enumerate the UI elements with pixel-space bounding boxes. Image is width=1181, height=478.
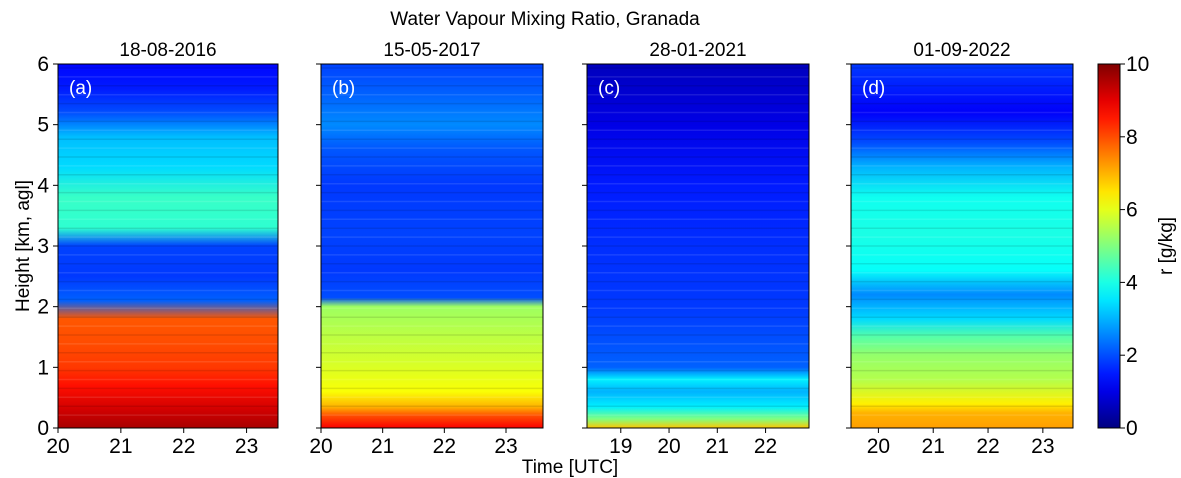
x-tick-label: 20	[657, 435, 680, 458]
colorbar-tick-label: 8	[1126, 126, 1138, 149]
heatmap-field	[58, 64, 278, 428]
y-tick-label: 0	[37, 417, 49, 440]
x-tick-label: 22	[172, 435, 195, 458]
x-tick-label: 21	[706, 435, 729, 458]
heatmap-panel-3: 28-01-2021 (c) 19 20 21 22	[582, 40, 810, 458]
x-tick-label: 22	[976, 435, 999, 458]
y-tick-label: 5	[37, 114, 49, 137]
panel-label: (d)	[862, 78, 885, 99]
x-tick-label: 21	[922, 435, 945, 458]
colorbar-tick-label: 10	[1126, 53, 1149, 76]
panel-title: 15-05-2017	[383, 40, 480, 61]
x-tick-label: 22	[433, 435, 456, 458]
heatmap-texture	[587, 67, 809, 416]
heatmap-field	[321, 64, 543, 428]
colorbar-tick-label: 0	[1126, 417, 1138, 440]
colorbar-ticks: 0 2 4 6 8 10	[1120, 53, 1149, 440]
x-tick-label: 20	[46, 435, 69, 458]
x-tick-label: 21	[371, 435, 394, 458]
colorbar-gradient	[1097, 63, 1121, 429]
x-tick-label: 22	[754, 435, 777, 458]
shared-y-axis-label: Height [km, agl]	[13, 180, 34, 312]
heatmap-panel-4: 01-09-2022 (d) 20 21 22 23	[846, 40, 1074, 458]
colorbar-tick-label: 4	[1126, 271, 1138, 294]
x-tick-label: 23	[1031, 435, 1054, 458]
heatmap-texture	[58, 67, 278, 416]
y-tick-label: 6	[37, 53, 49, 76]
colorbar-tick-label: 2	[1126, 344, 1138, 367]
x-tick-label: 21	[109, 435, 132, 458]
colorbar-tick-label: 6	[1126, 199, 1138, 222]
x-tick-label: 23	[235, 435, 258, 458]
colorbar: 0 2 4 6 8 10 r [g/kg]	[1097, 53, 1177, 440]
x-tick-label: 19	[609, 435, 632, 458]
shared-x-axis-label: Time [UTC]	[522, 457, 618, 478]
y-tick-label: 4	[37, 174, 49, 197]
heatmap-field	[851, 64, 1073, 428]
figure-suptitle: Water Vapour Mixing Ratio, Granada	[390, 9, 700, 30]
heatmap-field	[587, 64, 809, 428]
panel-title: 01-09-2022	[913, 40, 1010, 61]
panel-title: 28-01-2021	[649, 40, 746, 61]
x-tick-label: 20	[867, 435, 890, 458]
y-tick-label: 2	[37, 296, 49, 319]
x-tick-label: 20	[309, 435, 332, 458]
panel-label: (a)	[69, 78, 92, 99]
y-tick-label: 3	[37, 235, 49, 258]
heatmap-texture	[851, 67, 1073, 416]
panel-title: 18-08-2016	[119, 40, 216, 61]
y-tick-label: 1	[37, 356, 49, 379]
x-tick-label: 23	[494, 435, 517, 458]
colorbar-label: r [g/kg]	[1156, 217, 1177, 275]
heatmap-panel-2: 15-05-2017 (b) 20 21 22 23	[309, 40, 544, 458]
heatmap-texture	[321, 67, 543, 416]
panel-label: (c)	[598, 78, 620, 99]
panel-label: (b)	[332, 78, 355, 99]
